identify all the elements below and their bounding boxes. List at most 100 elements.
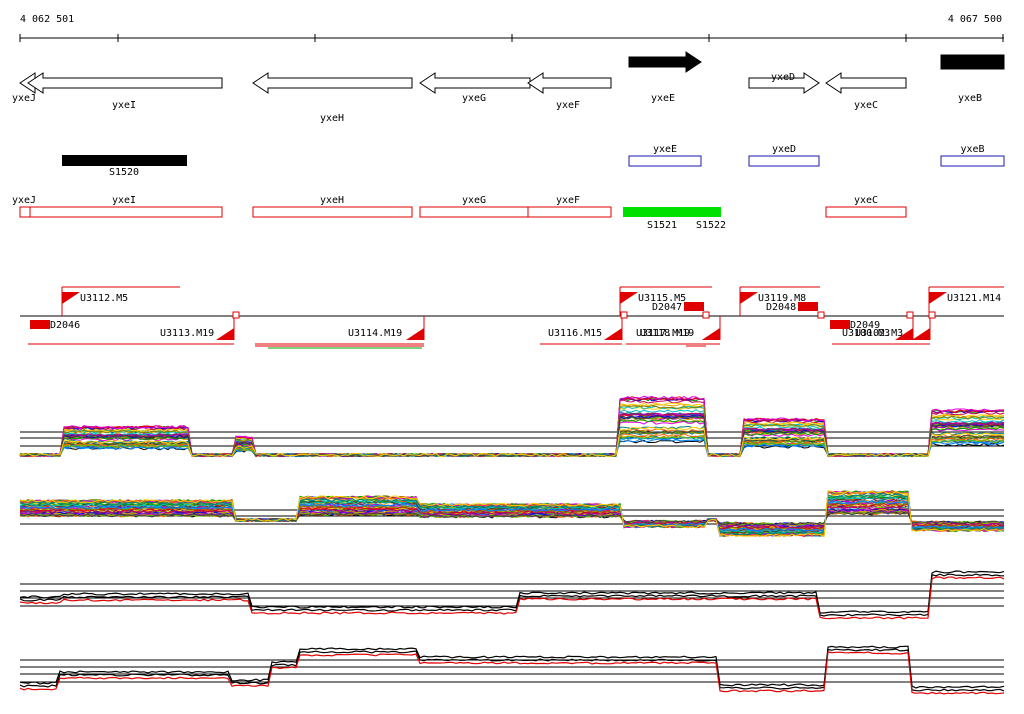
tu-end-flag bbox=[912, 328, 930, 340]
tu-end-flag bbox=[702, 328, 720, 340]
tu-forward-U3115.M5: U3115.M5 bbox=[619, 286, 712, 316]
downregulated-D2047: D2047 bbox=[652, 302, 704, 313]
gene-label: yxeC bbox=[854, 100, 878, 111]
tu-reverse-U3116.M15: U3116.M15 bbox=[540, 316, 623, 345]
gene-yxeE: yxeE bbox=[628, 51, 702, 104]
profile-line bbox=[19, 405, 1005, 458]
downregulated-box bbox=[684, 302, 704, 311]
yxec-arrow bbox=[825, 72, 907, 94]
segment-label: yxeI bbox=[112, 195, 136, 206]
profile-line bbox=[19, 651, 1005, 695]
features-track: S1520 yxeE yxeD yxeB yxeJ yxeI yxeH yxeG yxeF yxe… bbox=[12, 144, 1005, 231]
tu-label: U3102.M3 bbox=[855, 328, 903, 339]
gene-yxeF: yxeF bbox=[527, 72, 612, 111]
predicted-gene-box bbox=[748, 155, 820, 167]
segment-yxeH: yxeH bbox=[252, 195, 413, 218]
tu-label: U3114.M19 bbox=[348, 328, 402, 339]
profile-line bbox=[19, 496, 1005, 534]
profile-line bbox=[19, 511, 1005, 526]
gene-label: yxeI bbox=[112, 100, 136, 111]
segment-box bbox=[527, 206, 612, 218]
profile-panel-forward-strand-pair bbox=[19, 570, 1005, 620]
downregulated-D2046: D2046 bbox=[30, 320, 80, 331]
tu-start-flag bbox=[620, 292, 638, 304]
predicted-gene-label: yxeB bbox=[960, 144, 984, 155]
downregulated-label: D2046 bbox=[50, 320, 80, 331]
tu-end-flag bbox=[216, 328, 234, 340]
segment-label: yxeJ bbox=[12, 195, 36, 206]
tu-label: U3118.M19 bbox=[640, 328, 694, 339]
yxeb-arrow bbox=[940, 54, 1005, 70]
gene-yxeB: yxeB bbox=[940, 54, 1005, 104]
downregulated-box bbox=[830, 320, 850, 329]
tu-forward-U3112.M5: U3112.M5 bbox=[61, 286, 180, 316]
tu-label: U3119.M8 bbox=[758, 293, 806, 304]
segment-box bbox=[29, 206, 223, 218]
profile-panel-forward-strand-multi bbox=[19, 395, 1005, 458]
green-feature-bar bbox=[623, 207, 721, 217]
segment-box bbox=[19, 206, 31, 218]
expression-profiles bbox=[19, 395, 1005, 695]
segment-label: yxeF bbox=[556, 195, 580, 206]
segment-yxeF: yxeF bbox=[527, 195, 612, 218]
boundary-marker bbox=[620, 311, 628, 319]
tu-label: U3121.M14 bbox=[947, 293, 1001, 304]
tu-label: U3100.M3 bbox=[842, 328, 890, 339]
yxef-arrow bbox=[527, 72, 612, 94]
ruler-end-label: 4 067 500 bbox=[948, 14, 1002, 25]
profile-line bbox=[19, 426, 1005, 458]
tu-label: U3115.M5 bbox=[638, 293, 686, 304]
yxei-arrow bbox=[27, 72, 223, 94]
profile-line bbox=[19, 648, 1005, 692]
yxee-arrow bbox=[628, 51, 702, 73]
predicted-gene-yxeB: yxeB bbox=[940, 144, 1005, 167]
tu-start-flag bbox=[62, 292, 80, 304]
predicted-gene-yxeD: yxeD bbox=[748, 144, 820, 167]
downregulated-label: D2047 bbox=[652, 302, 682, 313]
tu-reverse-U3113.M19: U3113.M19 bbox=[28, 316, 235, 345]
downregulated-D2049: D2049 bbox=[830, 320, 880, 331]
segment-box bbox=[419, 206, 531, 218]
gene-yxeJ: yxeJ bbox=[12, 72, 36, 104]
gene-label: yxeE bbox=[651, 93, 675, 104]
predicted-gene-label: yxeE bbox=[653, 144, 677, 155]
green-feature-label: S1521 bbox=[647, 220, 677, 231]
tu-end-flag bbox=[895, 328, 913, 340]
tu-reverse-U3102.M3: U3102.M3 bbox=[855, 316, 931, 345]
tu-label: U3113.M19 bbox=[160, 328, 214, 339]
downregulated-box bbox=[30, 320, 50, 329]
segment-yxeC: yxeC bbox=[825, 195, 907, 218]
tu-end-flag bbox=[604, 328, 622, 340]
yxeg-arrow bbox=[419, 72, 531, 94]
segment-label: yxeH bbox=[320, 195, 344, 206]
profile-panel-reverse-strand-multi bbox=[19, 490, 1005, 538]
green-features: S1521 S1522 bbox=[623, 207, 726, 231]
boundary-marker bbox=[702, 311, 710, 319]
gene-label: yxeF bbox=[556, 100, 580, 111]
downregulated-D2048: D2048 bbox=[766, 302, 818, 313]
gene-label: yxeH bbox=[320, 113, 344, 124]
annotated-genes-track: yxeJ yxeI yxeH yxeG yxeF yxeE yxeD yxeC yxeB bbox=[12, 51, 1005, 124]
gene-label: yxeJ bbox=[12, 93, 36, 104]
tu-end-flag bbox=[406, 328, 424, 340]
coordinate-ruler: 4 062 501 4 067 500 bbox=[19, 14, 1004, 42]
profile-line bbox=[19, 493, 1005, 536]
boundary-marker bbox=[232, 311, 240, 319]
tu-label: U3117.M19 bbox=[636, 328, 690, 339]
downregulated-label: D2049 bbox=[850, 320, 880, 331]
downregulated-label: D2048 bbox=[766, 302, 796, 313]
segment-yxeG: yxeG bbox=[419, 195, 531, 218]
profile-line bbox=[19, 499, 1005, 532]
gene-label: yxeB bbox=[958, 93, 982, 104]
profile-line bbox=[19, 490, 1005, 538]
tu-reverse-U3114.M19: U3114.M19 bbox=[255, 316, 425, 345]
segment-label: yxeG bbox=[462, 195, 486, 206]
gene-label: yxeD bbox=[771, 72, 795, 83]
downregulated-box bbox=[798, 302, 818, 311]
gene-yxeD: yxeD bbox=[748, 72, 820, 94]
tu-start-flag bbox=[929, 292, 947, 304]
profile-panel-reverse-strand-pair bbox=[19, 645, 1005, 695]
tu-label: U3116.M15 bbox=[548, 328, 602, 339]
